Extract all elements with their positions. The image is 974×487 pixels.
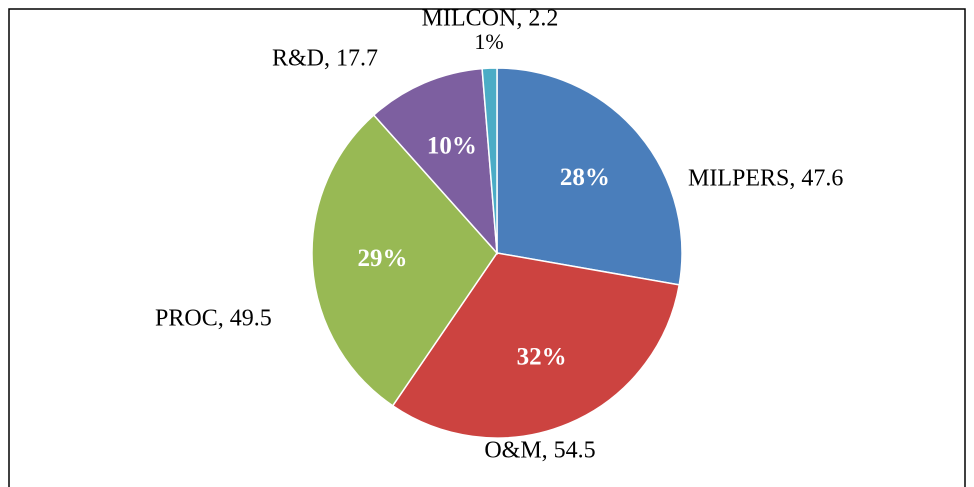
slice bbox=[372, 67, 498, 256]
pie bbox=[311, 67, 683, 439]
slice-label: PROC, 49.5 bbox=[155, 306, 272, 332]
slice-label: O&M, 54.5 bbox=[484, 438, 595, 464]
slice-label: MILCON, 2.2 bbox=[422, 6, 559, 32]
slice-label: MILPERS, 47.6 bbox=[688, 166, 843, 192]
percent-label: 10% bbox=[427, 132, 477, 159]
slice bbox=[496, 67, 683, 286]
percent-label: 28% bbox=[560, 164, 610, 191]
slice-label: R&D, 17.7 bbox=[272, 46, 378, 72]
percent-label: 32% bbox=[517, 343, 567, 370]
slice bbox=[481, 67, 498, 254]
slice bbox=[391, 252, 681, 439]
percent-label: 1% bbox=[474, 29, 503, 54]
slice bbox=[311, 113, 498, 407]
percent-label: 29% bbox=[358, 245, 408, 272]
